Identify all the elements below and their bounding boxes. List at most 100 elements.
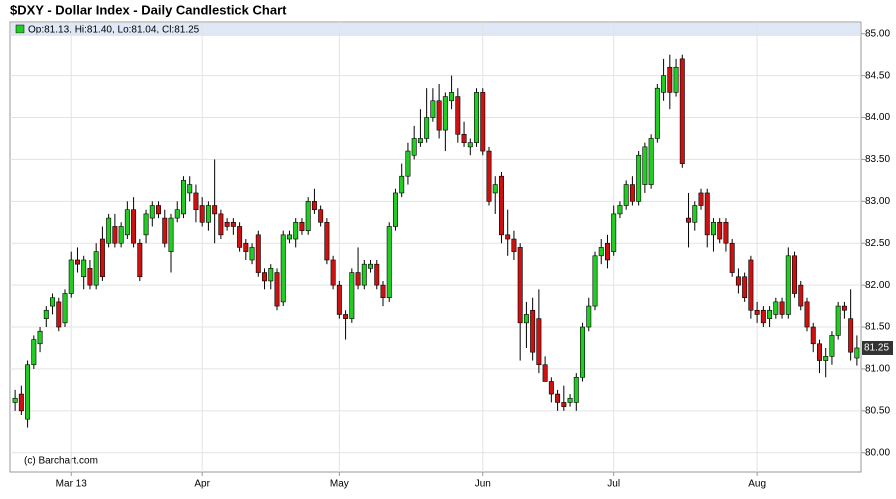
legend-text: Op:81.13, Hi:81.40, Lo:81.04, Cl:81.25 bbox=[28, 25, 200, 36]
candle-body bbox=[492, 184, 498, 194]
candle-body bbox=[829, 335, 835, 357]
candle-body bbox=[449, 92, 455, 102]
candle-body bbox=[374, 263, 380, 286]
candle-body bbox=[785, 255, 791, 315]
plot-area bbox=[9, 21, 862, 473]
candle-body bbox=[474, 92, 480, 143]
y-tick-label: 84.00 bbox=[865, 112, 890, 123]
candle-body bbox=[592, 255, 598, 307]
candle-body bbox=[118, 226, 124, 244]
y-tick-label: 85.00 bbox=[865, 28, 890, 39]
candle-body bbox=[798, 284, 804, 307]
candle-body bbox=[137, 242, 143, 278]
candle-body bbox=[343, 314, 349, 319]
candle-body bbox=[50, 297, 56, 307]
candle-body bbox=[299, 221, 305, 231]
candle-body bbox=[93, 251, 99, 286]
last-price-label: 81.25 bbox=[864, 343, 889, 354]
y-tick-label: 83.50 bbox=[865, 154, 890, 165]
candle-body bbox=[180, 180, 186, 215]
x-tick-label: Jul bbox=[607, 479, 620, 490]
candle-body bbox=[810, 326, 816, 345]
y-tick-label: 80.00 bbox=[865, 447, 890, 458]
legend-swatch bbox=[15, 24, 25, 34]
candle-body bbox=[629, 184, 635, 202]
candle-body bbox=[773, 301, 779, 315]
x-tick-label: Jun bbox=[475, 479, 491, 490]
candle-body bbox=[848, 318, 854, 353]
candle-body bbox=[112, 226, 118, 244]
candle-body bbox=[430, 100, 436, 118]
candle-body bbox=[567, 397, 573, 403]
candle-body bbox=[81, 259, 87, 278]
candle-body bbox=[237, 226, 243, 248]
candle-body bbox=[56, 301, 62, 328]
candle-body bbox=[748, 259, 754, 311]
candle-body bbox=[580, 326, 586, 378]
candle-body bbox=[174, 209, 180, 219]
candle-body bbox=[523, 314, 529, 324]
candle-body bbox=[336, 284, 342, 315]
candle-body bbox=[187, 184, 193, 194]
candle-body bbox=[717, 221, 723, 240]
candle-body bbox=[417, 138, 423, 143]
candle-body bbox=[455, 96, 461, 135]
candle-body bbox=[62, 293, 68, 324]
legend-bar bbox=[11, 23, 860, 36]
candle-body bbox=[355, 272, 361, 286]
candle-body bbox=[243, 242, 249, 252]
candle-body bbox=[274, 272, 280, 307]
y-tick-label: 80.50 bbox=[865, 405, 890, 416]
candle-body bbox=[199, 205, 205, 223]
candle-body bbox=[611, 213, 617, 252]
candle-body bbox=[131, 209, 137, 244]
candle-body bbox=[667, 66, 673, 93]
candle-body bbox=[380, 284, 386, 298]
candle-body bbox=[293, 221, 299, 240]
candle-body bbox=[436, 100, 442, 131]
candle-body bbox=[604, 242, 610, 261]
y-tick-label: 84.50 bbox=[865, 70, 890, 81]
candle-body bbox=[224, 221, 230, 227]
candle-body bbox=[779, 301, 785, 315]
candle-body bbox=[704, 192, 710, 236]
candle-body bbox=[561, 402, 567, 407]
candle-body bbox=[854, 347, 860, 359]
candle-body bbox=[361, 263, 367, 286]
candle-body bbox=[87, 268, 93, 286]
candle-body bbox=[318, 209, 324, 223]
candle-body bbox=[268, 268, 274, 282]
candle-body bbox=[230, 221, 236, 227]
candle-body bbox=[555, 393, 561, 403]
candle-body bbox=[710, 221, 716, 236]
candle-body bbox=[218, 213, 224, 236]
candle-body bbox=[467, 142, 473, 148]
candle-body bbox=[68, 259, 74, 294]
candle-body bbox=[461, 133, 467, 143]
candle-body bbox=[286, 234, 292, 240]
x-tick-label: May bbox=[330, 479, 349, 490]
candle-body bbox=[586, 305, 592, 328]
candle-body bbox=[723, 221, 729, 244]
candle-body bbox=[767, 309, 773, 319]
candle-body bbox=[573, 377, 579, 403]
candle-body bbox=[399, 175, 405, 194]
y-tick-label: 81.50 bbox=[865, 322, 890, 333]
candle-body bbox=[411, 138, 417, 156]
candle-body bbox=[598, 247, 604, 257]
candle-body bbox=[143, 213, 149, 236]
last-price-tag bbox=[862, 340, 893, 355]
candle-body bbox=[505, 234, 511, 240]
candle-body bbox=[735, 276, 741, 286]
candle-body bbox=[168, 217, 174, 252]
candle-body bbox=[816, 343, 822, 361]
candle-body bbox=[43, 309, 49, 319]
candle-body bbox=[262, 272, 268, 282]
y-tick-label: 82.50 bbox=[865, 238, 890, 249]
candle-body bbox=[368, 263, 374, 269]
candle-body bbox=[673, 66, 679, 93]
candle-body bbox=[804, 301, 810, 328]
candle-body bbox=[617, 205, 623, 215]
chart-title: $DXY - Dollar Index - Daily Candlestick … bbox=[10, 2, 287, 17]
